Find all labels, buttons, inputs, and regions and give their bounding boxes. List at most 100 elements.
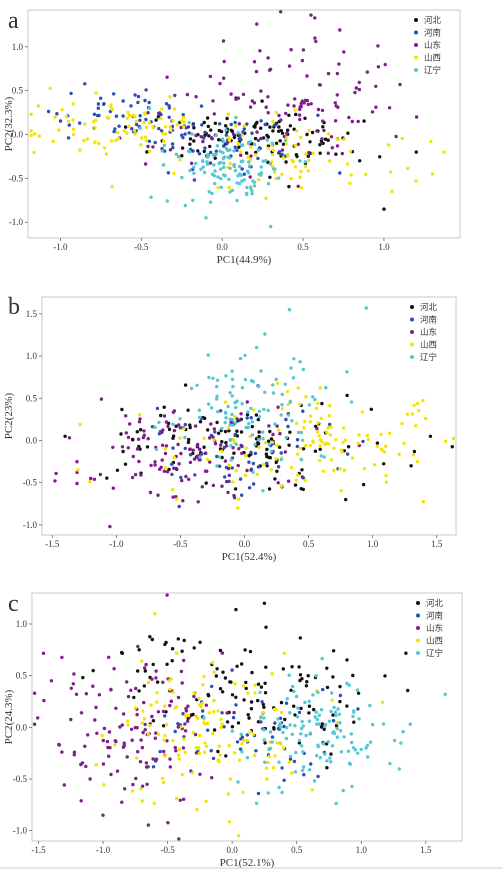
data-point [216, 175, 220, 179]
data-point [249, 707, 254, 711]
data-point [343, 438, 348, 442]
data-point [225, 720, 230, 724]
data-point [180, 649, 184, 653]
data-point [237, 164, 242, 169]
data-point [239, 430, 244, 434]
data-point [245, 185, 249, 190]
data-point [124, 414, 128, 418]
data-point [258, 173, 263, 177]
data-point [160, 776, 165, 781]
data-point [274, 460, 278, 465]
data-point [160, 458, 164, 462]
data-point [171, 119, 175, 123]
data-point [127, 124, 131, 129]
data-point [183, 132, 187, 136]
data-point [128, 422, 132, 426]
data-point [272, 170, 277, 174]
data-point [163, 704, 167, 708]
data-point [29, 133, 33, 138]
data-point [256, 441, 260, 446]
data-point [383, 62, 387, 67]
data-point [345, 370, 349, 374]
data-point [352, 709, 356, 713]
y-axis-label: PC2(23%) [3, 392, 15, 439]
data-point [314, 710, 318, 714]
data-point [309, 414, 313, 418]
data-point [168, 125, 172, 129]
data-point [243, 377, 248, 382]
data-point [174, 705, 179, 709]
data-point [227, 138, 232, 142]
data-point [144, 88, 148, 92]
data-point [143, 669, 147, 673]
data-point [240, 133, 245, 137]
data-point [191, 448, 195, 452]
data-point [236, 141, 240, 146]
data-point [269, 449, 274, 454]
data-point [71, 118, 75, 122]
data-point [250, 433, 255, 437]
data-point [155, 406, 160, 411]
data-point [29, 129, 33, 133]
data-point [348, 149, 353, 153]
data-point [294, 750, 298, 755]
data-point [177, 504, 181, 509]
data-point [162, 749, 166, 754]
data-point [120, 723, 125, 727]
data-point [243, 353, 247, 358]
data-point [335, 137, 339, 141]
data-point [259, 720, 263, 724]
data-point [71, 127, 76, 131]
data-point [229, 122, 233, 127]
data-point [37, 134, 41, 138]
data-point [253, 442, 257, 447]
x-tick-label: 1.5 [420, 845, 432, 855]
data-point [166, 171, 171, 175]
data-point [324, 386, 328, 390]
data-point [112, 92, 116, 96]
data-point [292, 759, 297, 764]
data-point [219, 176, 223, 181]
data-point [224, 416, 228, 420]
data-point [48, 86, 52, 91]
data-point [71, 102, 75, 106]
data-point [288, 430, 292, 434]
data-point [232, 751, 237, 755]
data-point [245, 416, 249, 420]
data-point [180, 146, 185, 150]
series-山东 [32, 593, 236, 841]
data-point [326, 426, 330, 430]
data-point [168, 703, 172, 708]
data-point [302, 101, 306, 105]
data-point [301, 750, 305, 754]
data-point [162, 414, 167, 418]
data-point [298, 402, 302, 407]
data-point [206, 428, 210, 432]
data-point [140, 659, 144, 663]
data-point [357, 433, 361, 437]
legend-label: 辽宁 [426, 648, 443, 658]
data-point [169, 128, 173, 132]
data-point [303, 164, 307, 169]
data-point [345, 681, 349, 686]
data-point [141, 435, 146, 440]
data-point [216, 709, 220, 713]
data-point [242, 172, 246, 176]
data-point [262, 716, 266, 720]
data-point [105, 739, 110, 744]
series-山东 [118, 10, 419, 188]
data-point [328, 756, 332, 760]
data-point [228, 423, 232, 427]
data-point [83, 122, 87, 126]
data-point [170, 659, 174, 663]
data-point [368, 740, 373, 744]
y-tick-label: 0.0 [26, 435, 38, 445]
data-point [256, 682, 261, 686]
data-point [222, 144, 226, 148]
data-point [292, 127, 296, 131]
data-point [111, 486, 116, 490]
data-point [160, 149, 164, 153]
data-point [328, 404, 332, 408]
data-point [213, 430, 217, 434]
data-point [148, 723, 152, 728]
